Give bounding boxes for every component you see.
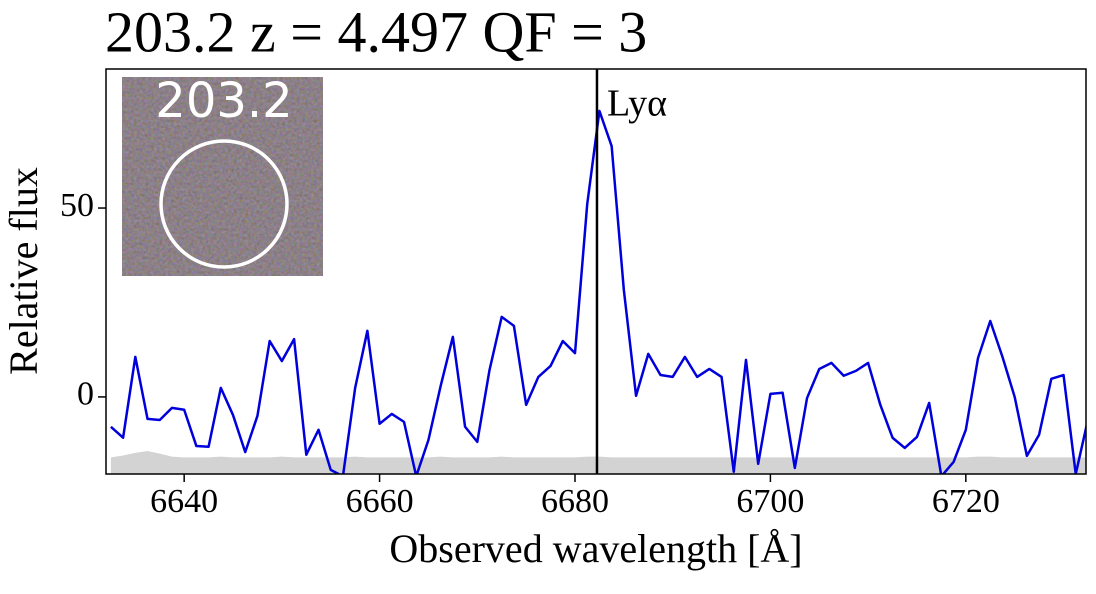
inset-label: 203.2 [155,73,292,129]
x-tick-label: 6700 [736,483,804,520]
x-tick-label: 6680 [541,483,609,520]
y-tick-label: 50 [60,187,94,224]
x-axis-label: Observed wavelength [Å] [389,526,802,571]
x-tick-label: 6640 [150,483,218,520]
y-tick-label: 0 [77,376,94,413]
cutout-noise [122,77,323,276]
y-axis-label: Relative flux [1,167,46,375]
plot-area [110,109,1086,474]
spectrum-line [110,109,1086,474]
x-tick-label: 6720 [932,483,1000,520]
x-tick-label: 6660 [346,483,414,520]
annotation-label: Lyα [607,83,667,125]
aperture [159,139,289,269]
inset-image: 203.2 [122,73,323,276]
chart-title: 203.2 z = 4.497 QF = 3 [105,0,647,64]
noise-area [110,450,1086,474]
